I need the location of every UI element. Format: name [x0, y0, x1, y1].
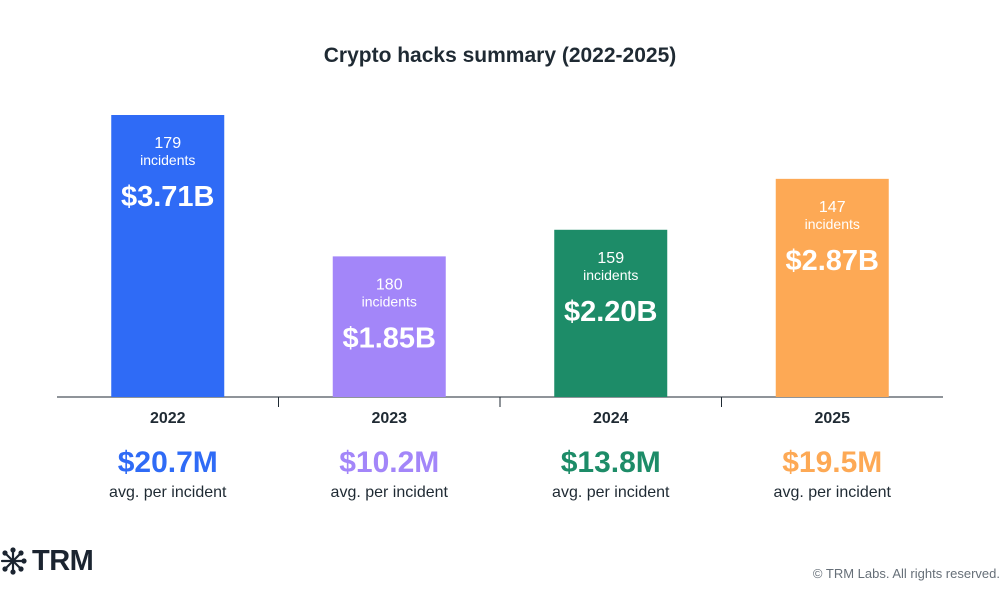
avg-stat: $20.7M avg. per incident [58, 445, 278, 503]
x-tick-label: 2025 [814, 410, 850, 427]
bar [111, 115, 225, 397]
bar-incident-label: incidents [362, 293, 417, 309]
bar-incident-count: 159 [597, 250, 624, 267]
chart-title: Crypto hacks summary (2022-2025) [323, 44, 677, 67]
x-tick-label: 2022 [150, 410, 186, 427]
x-tick-label: 2023 [371, 410, 407, 427]
bar [332, 256, 446, 397]
bar-incident-count: 180 [376, 276, 403, 293]
bar-value-label: $3.71B [121, 181, 215, 213]
trm-logo: TRM [0, 541, 94, 581]
bar-incident-label: incidents [583, 267, 638, 283]
bar [775, 178, 889, 397]
bar [554, 229, 668, 397]
avg-per-incident-label: avg. per incident [109, 484, 227, 501]
avg-stat: $13.8M avg. per incident [501, 445, 721, 503]
network-star-icon [0, 547, 27, 575]
logo-text: TRM [32, 544, 94, 577]
bar-value-label: $1.85B [342, 322, 436, 354]
copyright-notice: © TRM Labs. All rights reserved. [812, 566, 1000, 581]
avg-per-incident-label: avg. per incident [330, 484, 448, 501]
x-tick-label: 2024 [593, 410, 629, 427]
avg-per-incident-value: $20.7M [117, 446, 218, 479]
avg-per-incident-value: $13.8M [560, 446, 661, 479]
avg-per-incident-label: avg. per incident [773, 484, 891, 501]
avg-per-incident-label: avg. per incident [552, 484, 670, 501]
bar-incident-label: incidents [140, 152, 195, 168]
avg-per-incident-value: $19.5M [782, 446, 883, 479]
bar-incident-count: 179 [154, 135, 181, 152]
avg-stat: $19.5M avg. per incident [722, 445, 942, 503]
bar-value-label: $2.20B [564, 296, 658, 328]
bar-value-label: $2.87B [785, 245, 879, 277]
bar-incident-count: 147 [819, 199, 846, 216]
bar-incident-label: incidents [805, 216, 860, 232]
avg-stat: $10.2M avg. per incident [279, 445, 499, 503]
avg-per-incident-value: $10.2M [339, 446, 440, 479]
